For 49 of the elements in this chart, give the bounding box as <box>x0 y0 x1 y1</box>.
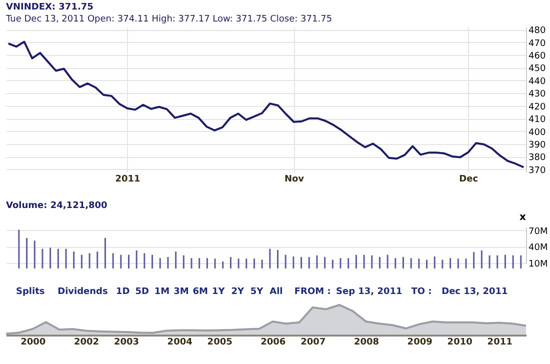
text: Sep 13, 2011 <box>336 287 402 297</box>
y-tick-label: 470 <box>528 38 546 49</box>
text: 5Y <box>250 287 264 297</box>
chart-title: VNINDEX: 371.75 <box>6 2 94 13</box>
text: TO : <box>411 287 432 297</box>
x-tick-label: 2003 <box>114 338 140 348</box>
y-tick-label: 440 <box>528 76 546 87</box>
line-series <box>7 40 525 168</box>
text: FROM : <box>294 287 331 297</box>
x-tick-label: 2000 <box>20 338 46 348</box>
x-tick-label: Nov <box>284 174 304 184</box>
y-tick-label: 400 <box>528 128 546 138</box>
text: 3M <box>174 287 189 297</box>
y-tick-label: 40M <box>528 243 548 254</box>
y-tick-label: 380 <box>528 153 546 164</box>
x-tick-label: 2011 <box>487 338 512 348</box>
text: 1M <box>154 287 170 297</box>
y-tick-label: 70M <box>528 226 548 237</box>
chart-subtitle: Tue Dec 13, 2011 Open: 374.11 High: 377.17 Low: 371.75 Close: 371.75 <box>5 14 332 25</box>
x-tick-label: 2006 <box>260 338 286 348</box>
text: 6M <box>192 287 208 297</box>
x-tick-label: 2009 <box>407 338 432 348</box>
y-tick-label: 450 <box>528 64 546 74</box>
text: x <box>520 212 527 223</box>
x-tick-label: 2005 <box>207 338 232 348</box>
x-tick-label: 2007 <box>300 338 326 348</box>
text: 1D <box>116 287 130 297</box>
text: All <box>270 287 283 297</box>
x-tick-label: 2002 <box>74 338 100 348</box>
x-tick-label: 2010 <box>447 338 472 348</box>
y-tick-label: 370 <box>528 166 546 176</box>
text: 2Y <box>231 287 244 297</box>
y-tick-label: 460 <box>528 51 546 62</box>
x-tick-label: 2008 <box>354 338 380 348</box>
y-tick-label: 10M <box>528 260 548 270</box>
y-tick-label: 420 <box>528 102 546 112</box>
text: 5D <box>135 287 149 297</box>
y-tick-label: 410 <box>528 115 546 126</box>
text: Splits <box>16 287 45 297</box>
y-tick-label: 480 <box>528 26 546 36</box>
chart-title: Volume: 24,121,800 <box>6 201 108 211</box>
x-tick-label: 2004 <box>167 338 192 348</box>
text: Dividends <box>58 287 108 297</box>
y-tick-label: 390 <box>528 140 546 151</box>
x-tick-label: 2011 <box>115 174 140 184</box>
x-tick-label: Dec <box>459 174 478 184</box>
text: Dec 13, 2011 <box>442 287 508 297</box>
text: 1Y <box>212 287 226 297</box>
y-tick-label: 430 <box>528 90 546 100</box>
